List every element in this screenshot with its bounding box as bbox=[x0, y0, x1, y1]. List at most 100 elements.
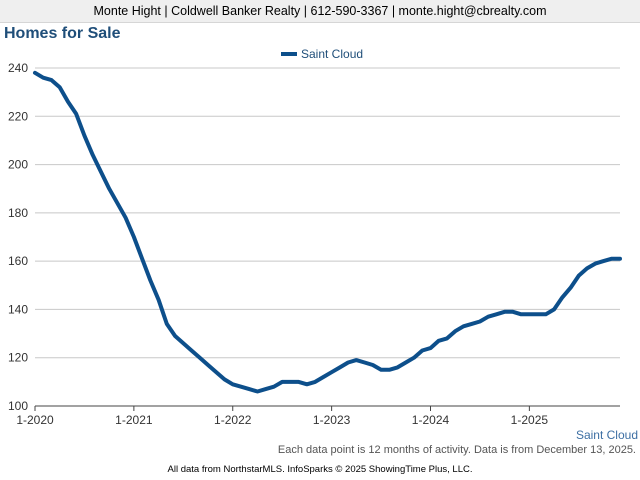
data-point bbox=[140, 257, 144, 261]
x-tick-label: 1-2023 bbox=[313, 413, 351, 427]
data-point bbox=[157, 298, 161, 302]
data-point bbox=[272, 385, 276, 389]
data-point bbox=[544, 312, 548, 316]
data-point bbox=[223, 377, 227, 381]
data-point bbox=[379, 368, 383, 372]
footnote: Each data point is 12 months of activity… bbox=[277, 444, 636, 456]
data-point bbox=[330, 370, 334, 374]
data-point bbox=[115, 201, 119, 205]
y-tick-label: 160 bbox=[8, 254, 28, 268]
y-tick-label: 180 bbox=[8, 206, 28, 220]
data-point bbox=[66, 100, 70, 104]
data-point bbox=[50, 78, 54, 82]
x-tick-label: 1-2025 bbox=[511, 413, 549, 427]
data-point bbox=[552, 307, 556, 311]
data-point bbox=[527, 312, 531, 316]
x-tick-label: 1-2022 bbox=[214, 413, 252, 427]
data-point bbox=[256, 390, 260, 394]
data-credit: All data from NorthstarMLS. InfoSparks ©… bbox=[167, 464, 473, 475]
data-point bbox=[462, 324, 466, 328]
data-point bbox=[181, 341, 185, 345]
data-point bbox=[420, 349, 424, 353]
y-tick-label: 140 bbox=[8, 302, 28, 316]
x-tick-label: 1-2021 bbox=[115, 413, 153, 427]
data-point bbox=[503, 310, 507, 314]
y-tick-label: 240 bbox=[8, 61, 28, 75]
data-point bbox=[470, 322, 474, 326]
data-point bbox=[33, 71, 37, 75]
data-point bbox=[58, 85, 62, 89]
legend-label: Saint Cloud bbox=[301, 47, 363, 61]
legend[interactable]: Saint Cloud bbox=[281, 47, 363, 61]
data-point bbox=[371, 363, 375, 367]
data-point bbox=[396, 365, 400, 369]
data-point bbox=[602, 259, 606, 263]
data-point bbox=[231, 382, 235, 386]
x-axis: 1-2020 1-2021 1-2022 1-2023 1-2024 1-2025 bbox=[16, 405, 620, 427]
series-line-saint-cloud bbox=[33, 70, 622, 394]
data-point bbox=[453, 329, 457, 333]
data-point bbox=[412, 356, 416, 360]
data-point bbox=[610, 257, 614, 261]
data-point bbox=[124, 216, 128, 220]
data-point bbox=[577, 274, 581, 278]
data-point bbox=[165, 322, 169, 326]
data-point bbox=[305, 382, 309, 386]
data-point bbox=[478, 320, 482, 324]
data-point bbox=[511, 310, 515, 314]
data-point bbox=[560, 295, 564, 299]
data-point bbox=[173, 334, 177, 338]
data-point bbox=[494, 312, 498, 316]
data-point bbox=[288, 380, 292, 384]
data-point bbox=[82, 134, 86, 138]
data-point bbox=[41, 76, 45, 80]
data-point bbox=[214, 370, 218, 374]
gridlines bbox=[35, 67, 620, 359]
data-point bbox=[132, 235, 136, 239]
data-point bbox=[437, 339, 441, 343]
x-tick-label: 1-2024 bbox=[412, 413, 450, 427]
data-point bbox=[519, 312, 523, 316]
data-point bbox=[280, 380, 284, 384]
x-tick-label: 1-2020 bbox=[16, 413, 54, 427]
data-point bbox=[618, 257, 622, 261]
data-point bbox=[569, 286, 573, 290]
data-point bbox=[239, 385, 243, 389]
series-group bbox=[33, 70, 622, 394]
data-point bbox=[107, 187, 111, 191]
data-point bbox=[297, 380, 301, 384]
data-point bbox=[313, 380, 317, 384]
y-axis: 100 120 140 160 180 200 220 240 bbox=[8, 61, 28, 413]
data-point bbox=[536, 312, 540, 316]
data-point bbox=[593, 262, 597, 266]
y-tick-label: 120 bbox=[8, 351, 28, 365]
data-point bbox=[404, 361, 408, 365]
data-point bbox=[429, 346, 433, 350]
data-point bbox=[99, 170, 103, 174]
data-point bbox=[321, 375, 325, 379]
data-point bbox=[354, 358, 358, 362]
data-point bbox=[247, 387, 251, 391]
data-point bbox=[74, 112, 78, 116]
contact-banner: Monte Hight | Coldwell Banker Realty | 6… bbox=[0, 0, 640, 23]
data-point bbox=[198, 356, 202, 360]
data-point bbox=[346, 361, 350, 365]
series-end-label: Saint Cloud bbox=[576, 428, 638, 442]
data-point bbox=[486, 315, 490, 319]
data-point bbox=[206, 363, 210, 367]
data-point bbox=[338, 365, 342, 369]
data-point bbox=[91, 153, 95, 157]
data-point bbox=[445, 336, 449, 340]
data-point bbox=[363, 361, 367, 365]
y-tick-label: 200 bbox=[8, 158, 28, 172]
data-point bbox=[264, 387, 268, 391]
data-point bbox=[387, 368, 391, 372]
data-point bbox=[585, 266, 589, 270]
y-tick-label: 100 bbox=[8, 399, 28, 413]
y-tick-label: 220 bbox=[8, 109, 28, 123]
data-point bbox=[148, 279, 152, 283]
data-point bbox=[190, 349, 194, 353]
chart-title: Homes for Sale bbox=[4, 25, 121, 42]
contact-text: Monte Hight | Coldwell Banker Realty | 6… bbox=[93, 4, 547, 18]
